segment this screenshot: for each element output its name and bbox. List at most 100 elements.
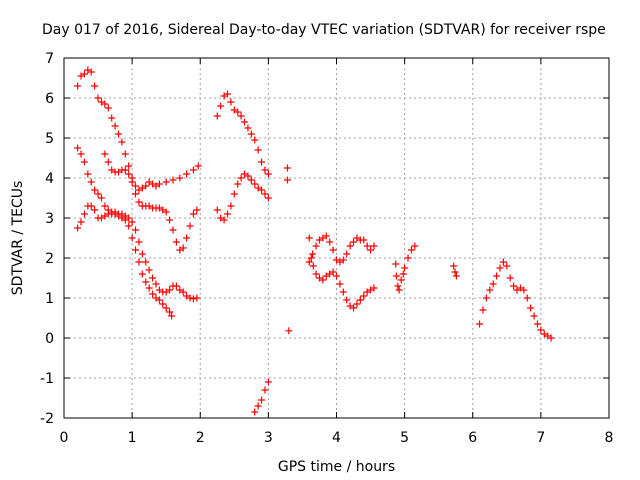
data-point bbox=[234, 180, 242, 188]
data-point bbox=[326, 238, 334, 246]
data-point bbox=[115, 130, 122, 138]
data-point bbox=[237, 174, 245, 182]
data-point bbox=[527, 304, 535, 312]
data-point bbox=[125, 214, 133, 222]
data-point bbox=[80, 70, 88, 78]
data-point bbox=[312, 242, 320, 250]
data-point bbox=[537, 326, 545, 334]
y-tick-label: 3 bbox=[45, 211, 54, 227]
data-point bbox=[87, 68, 95, 76]
data-point bbox=[392, 272, 400, 280]
data-point bbox=[510, 282, 518, 290]
data-point bbox=[451, 268, 459, 276]
data-point bbox=[152, 280, 160, 288]
data-point bbox=[132, 182, 140, 190]
data-point bbox=[74, 82, 82, 90]
data-point bbox=[87, 178, 95, 186]
data-point bbox=[186, 294, 194, 302]
data-point bbox=[149, 290, 157, 298]
data-point bbox=[166, 308, 174, 316]
data-point bbox=[135, 198, 143, 206]
data-point bbox=[360, 292, 368, 300]
data-point bbox=[101, 202, 109, 210]
y-tick-label: 0 bbox=[45, 331, 54, 347]
y-tick-label: 1 bbox=[45, 291, 54, 307]
data-point bbox=[118, 138, 126, 146]
data-point bbox=[533, 320, 541, 328]
data-point bbox=[189, 295, 197, 303]
data-point bbox=[234, 108, 242, 116]
data-points bbox=[74, 66, 555, 416]
data-point bbox=[506, 274, 514, 282]
data-point bbox=[121, 166, 129, 174]
data-point bbox=[486, 286, 494, 294]
data-point bbox=[493, 272, 501, 280]
data-point bbox=[179, 244, 187, 252]
data-point bbox=[213, 112, 221, 120]
series-arc-a bbox=[74, 66, 202, 194]
y-tick-label: 7 bbox=[45, 51, 54, 67]
data-point bbox=[132, 246, 140, 254]
data-point bbox=[193, 294, 201, 302]
data-point bbox=[312, 270, 320, 278]
x-tick-label: 1 bbox=[128, 430, 137, 446]
data-point bbox=[135, 238, 143, 246]
data-point bbox=[125, 170, 133, 178]
y-tick-label: 5 bbox=[45, 131, 54, 147]
data-point bbox=[305, 234, 313, 242]
data-point bbox=[80, 158, 88, 166]
data-point bbox=[305, 258, 313, 266]
data-point bbox=[97, 194, 105, 202]
data-point bbox=[91, 186, 99, 194]
data-point bbox=[224, 90, 231, 98]
data-point bbox=[285, 327, 293, 335]
data-point bbox=[319, 276, 327, 284]
data-point bbox=[172, 282, 180, 290]
data-point bbox=[155, 180, 163, 188]
data-point bbox=[166, 286, 174, 294]
data-point bbox=[213, 206, 221, 214]
y-axis-label: SDTVAR / TECUs bbox=[10, 181, 26, 296]
series-arc-l bbox=[450, 262, 460, 280]
data-point bbox=[450, 262, 458, 270]
data-point bbox=[499, 258, 507, 266]
data-point bbox=[307, 254, 315, 262]
data-point bbox=[333, 272, 340, 280]
y-tick-label: -1 bbox=[40, 371, 54, 387]
data-point bbox=[346, 242, 354, 250]
grid bbox=[64, 58, 609, 418]
data-point bbox=[91, 82, 99, 90]
data-point bbox=[94, 94, 102, 102]
data-point bbox=[329, 246, 337, 254]
x-tick-label: 6 bbox=[468, 430, 477, 446]
data-point bbox=[128, 218, 136, 226]
data-point bbox=[237, 112, 245, 120]
data-point bbox=[339, 288, 347, 296]
series-arc-b bbox=[74, 144, 176, 320]
data-point bbox=[169, 226, 177, 234]
data-point bbox=[183, 234, 191, 242]
data-point bbox=[162, 304, 170, 312]
data-point bbox=[356, 296, 364, 304]
data-point bbox=[145, 266, 153, 274]
series-arc-m bbox=[476, 258, 555, 342]
data-point bbox=[132, 226, 140, 234]
data-point bbox=[128, 234, 136, 242]
data-point bbox=[104, 158, 112, 166]
x-tick-label: 0 bbox=[60, 430, 69, 446]
data-point bbox=[169, 176, 177, 184]
data-point bbox=[264, 170, 272, 178]
data-point bbox=[128, 178, 136, 186]
data-point bbox=[101, 100, 109, 108]
data-point bbox=[162, 208, 170, 216]
data-point bbox=[476, 320, 484, 328]
data-point bbox=[227, 98, 235, 106]
data-point bbox=[176, 174, 184, 182]
data-point bbox=[91, 206, 99, 214]
data-point bbox=[121, 150, 129, 158]
data-point bbox=[309, 250, 317, 258]
data-point bbox=[179, 288, 187, 296]
data-point bbox=[283, 176, 291, 184]
data-point bbox=[247, 176, 255, 184]
data-point bbox=[186, 222, 194, 230]
